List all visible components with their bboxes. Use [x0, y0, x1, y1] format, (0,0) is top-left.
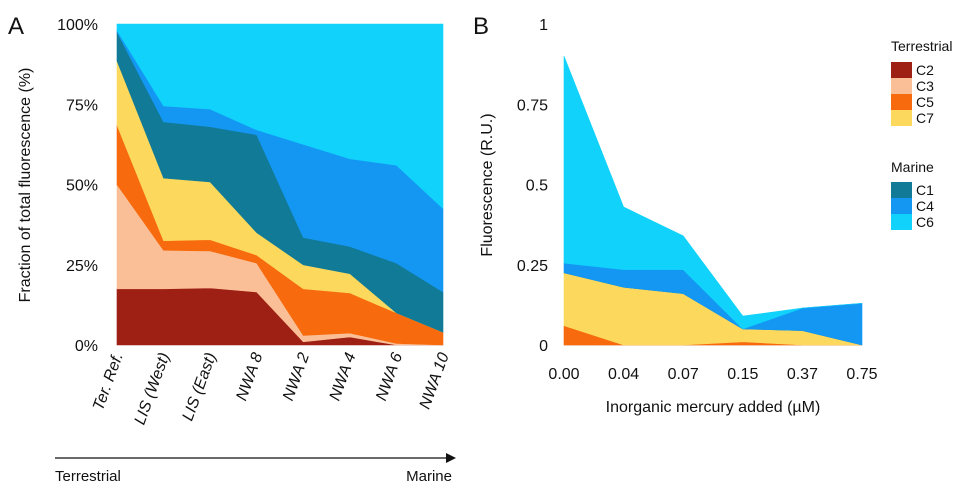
panel-a-letter: A: [8, 13, 24, 40]
panel-b-areas: [563, 55, 863, 346]
legend-label-c3: C3: [916, 78, 934, 94]
y-tick-label: 0%: [75, 338, 98, 355]
panel-b-x-axis-title: Inorganic mercury added (µM): [606, 399, 821, 416]
legend-swatch-c6: [891, 214, 912, 230]
legend-swatch-c7: [891, 110, 912, 126]
x-category-label: Ter. Ref.: [90, 351, 127, 413]
legend-swatch-c5: [891, 94, 912, 110]
y-tick-label: 50%: [66, 178, 98, 195]
legend-label-c5: C5: [916, 94, 934, 110]
panel-a-y-ticks: 0% 25% 50% 75% 100%: [57, 17, 98, 355]
gradient-left-label: Terrestrial: [55, 468, 121, 484]
gradient-arrow: Terrestrial Marine: [55, 453, 456, 484]
gradient-arrow-head: [446, 453, 456, 463]
x-category-label: NWA 2: [280, 350, 313, 403]
y-tick-label: 25%: [66, 258, 98, 275]
gradient-right-label: Marine: [406, 468, 452, 484]
y-tick-label: 100%: [57, 17, 98, 34]
panel-a-x-categories: Ter. Ref. LIS (West) LIS (East) NWA 8 NWA 2 N…: [90, 350, 453, 427]
area-c6-panel-a: [116, 23, 444, 210]
y-tick-label: 75%: [66, 97, 98, 114]
x-tick-label: 0.75: [846, 366, 877, 383]
panel-a-areas: [116, 23, 444, 346]
legend-terrestrial-title: Terrestrial: [891, 38, 952, 54]
y-tick-label: 0.75: [517, 97, 548, 114]
y-tick-label: 0: [539, 338, 548, 355]
x-category-label: NWA 4: [327, 350, 360, 403]
legend-label-c1: C1: [916, 182, 934, 198]
legend-label-c4: C4: [916, 198, 934, 214]
x-category-label: NWA 10: [417, 350, 453, 411]
legend-label-c6: C6: [916, 214, 934, 230]
panel-b-y-ticks: 0 0.25 0.5 0.75 1: [517, 17, 548, 355]
legend-label-c2: C2: [916, 62, 934, 78]
legend-marine-title: Marine: [891, 159, 934, 175]
panel-b-y-axis-title: Fluorescence (R.U.): [479, 113, 496, 256]
x-tick-label: 0.04: [608, 366, 639, 383]
x-tick-label: 0.37: [787, 366, 818, 383]
legend-swatch-c4: [891, 198, 912, 214]
x-category-label: LIS (West): [132, 351, 174, 428]
area-c6-panel-b: [563, 55, 863, 330]
x-tick-label: 0.15: [727, 366, 758, 383]
panel-b-x-ticks: 0.00 0.04 0.07 0.15 0.37 0.75: [548, 366, 877, 383]
y-tick-label: 0.25: [517, 258, 548, 275]
x-category-label: NWA 6: [373, 350, 406, 403]
x-tick-label: 0.07: [668, 366, 699, 383]
x-tick-label: 0.00: [548, 366, 579, 383]
y-tick-label: 0.5: [526, 178, 548, 195]
panel-a-plot: 0% 25% 50% 75% 100% Ter. Ref. LIS (West) LIS (…: [17, 17, 453, 427]
panel-a-y-axis-title: Fraction of total fluorescence (%): [17, 68, 34, 303]
legend-label-c7: C7: [916, 110, 934, 126]
x-category-label: LIS (East): [180, 351, 220, 424]
panel-b-plot: 0 0.25 0.5 0.75 1 0.00 0.04 0.07 0.15 0.37 0.75 F…: [479, 17, 878, 416]
legend-swatch-c3: [891, 78, 912, 94]
panel-b-letter: B: [473, 13, 489, 40]
legend-swatch-c1: [891, 182, 912, 198]
y-tick-label: 1: [539, 17, 548, 34]
legend-swatch-c2: [891, 62, 912, 78]
x-category-label: NWA 8: [233, 350, 266, 403]
